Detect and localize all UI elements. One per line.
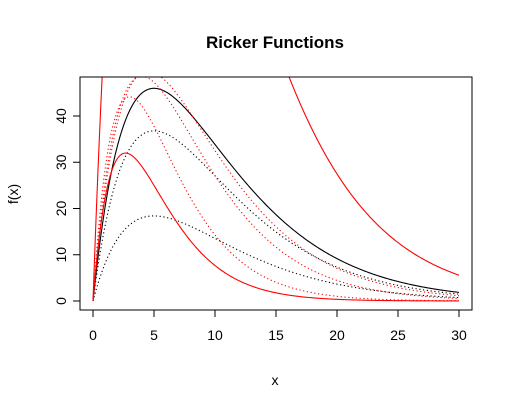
series-line-4 (92, 77, 460, 302)
x-tick-label: 20 (329, 327, 345, 343)
y-axis-label: f(x) (5, 184, 21, 204)
series-line-8 (92, 77, 460, 302)
x-tick-label: 30 (451, 327, 467, 343)
y-tick-label: 10 (53, 247, 69, 263)
chart-title: Ricker Functions (206, 33, 344, 52)
x-tick-label: 10 (207, 327, 223, 343)
x-tick-label: 15 (268, 327, 284, 343)
y-tick-label: 40 (53, 108, 69, 124)
series-line-3 (92, 215, 460, 302)
y-tick-label: 30 (53, 154, 69, 170)
x-ticks: 0 5 10 15 20 25 30 (89, 309, 467, 343)
plot-frame (79, 76, 473, 311)
y-tick-label: 0 (53, 297, 69, 305)
x-tick-label: 5 (150, 327, 158, 343)
series-line-6 (92, 96, 460, 302)
x-tick-label: 25 (390, 327, 406, 343)
series-line-2 (92, 130, 460, 302)
x-tick-label: 0 (89, 327, 97, 343)
series-line-7 (92, 77, 460, 302)
series-line-1 (92, 87, 460, 302)
y-ticks: 0 10 20 30 40 (53, 108, 81, 305)
y-tick-label: 20 (53, 201, 69, 217)
x-axis-label: x (272, 372, 279, 388)
series-line-5 (92, 152, 459, 302)
series-layer (92, 77, 460, 302)
